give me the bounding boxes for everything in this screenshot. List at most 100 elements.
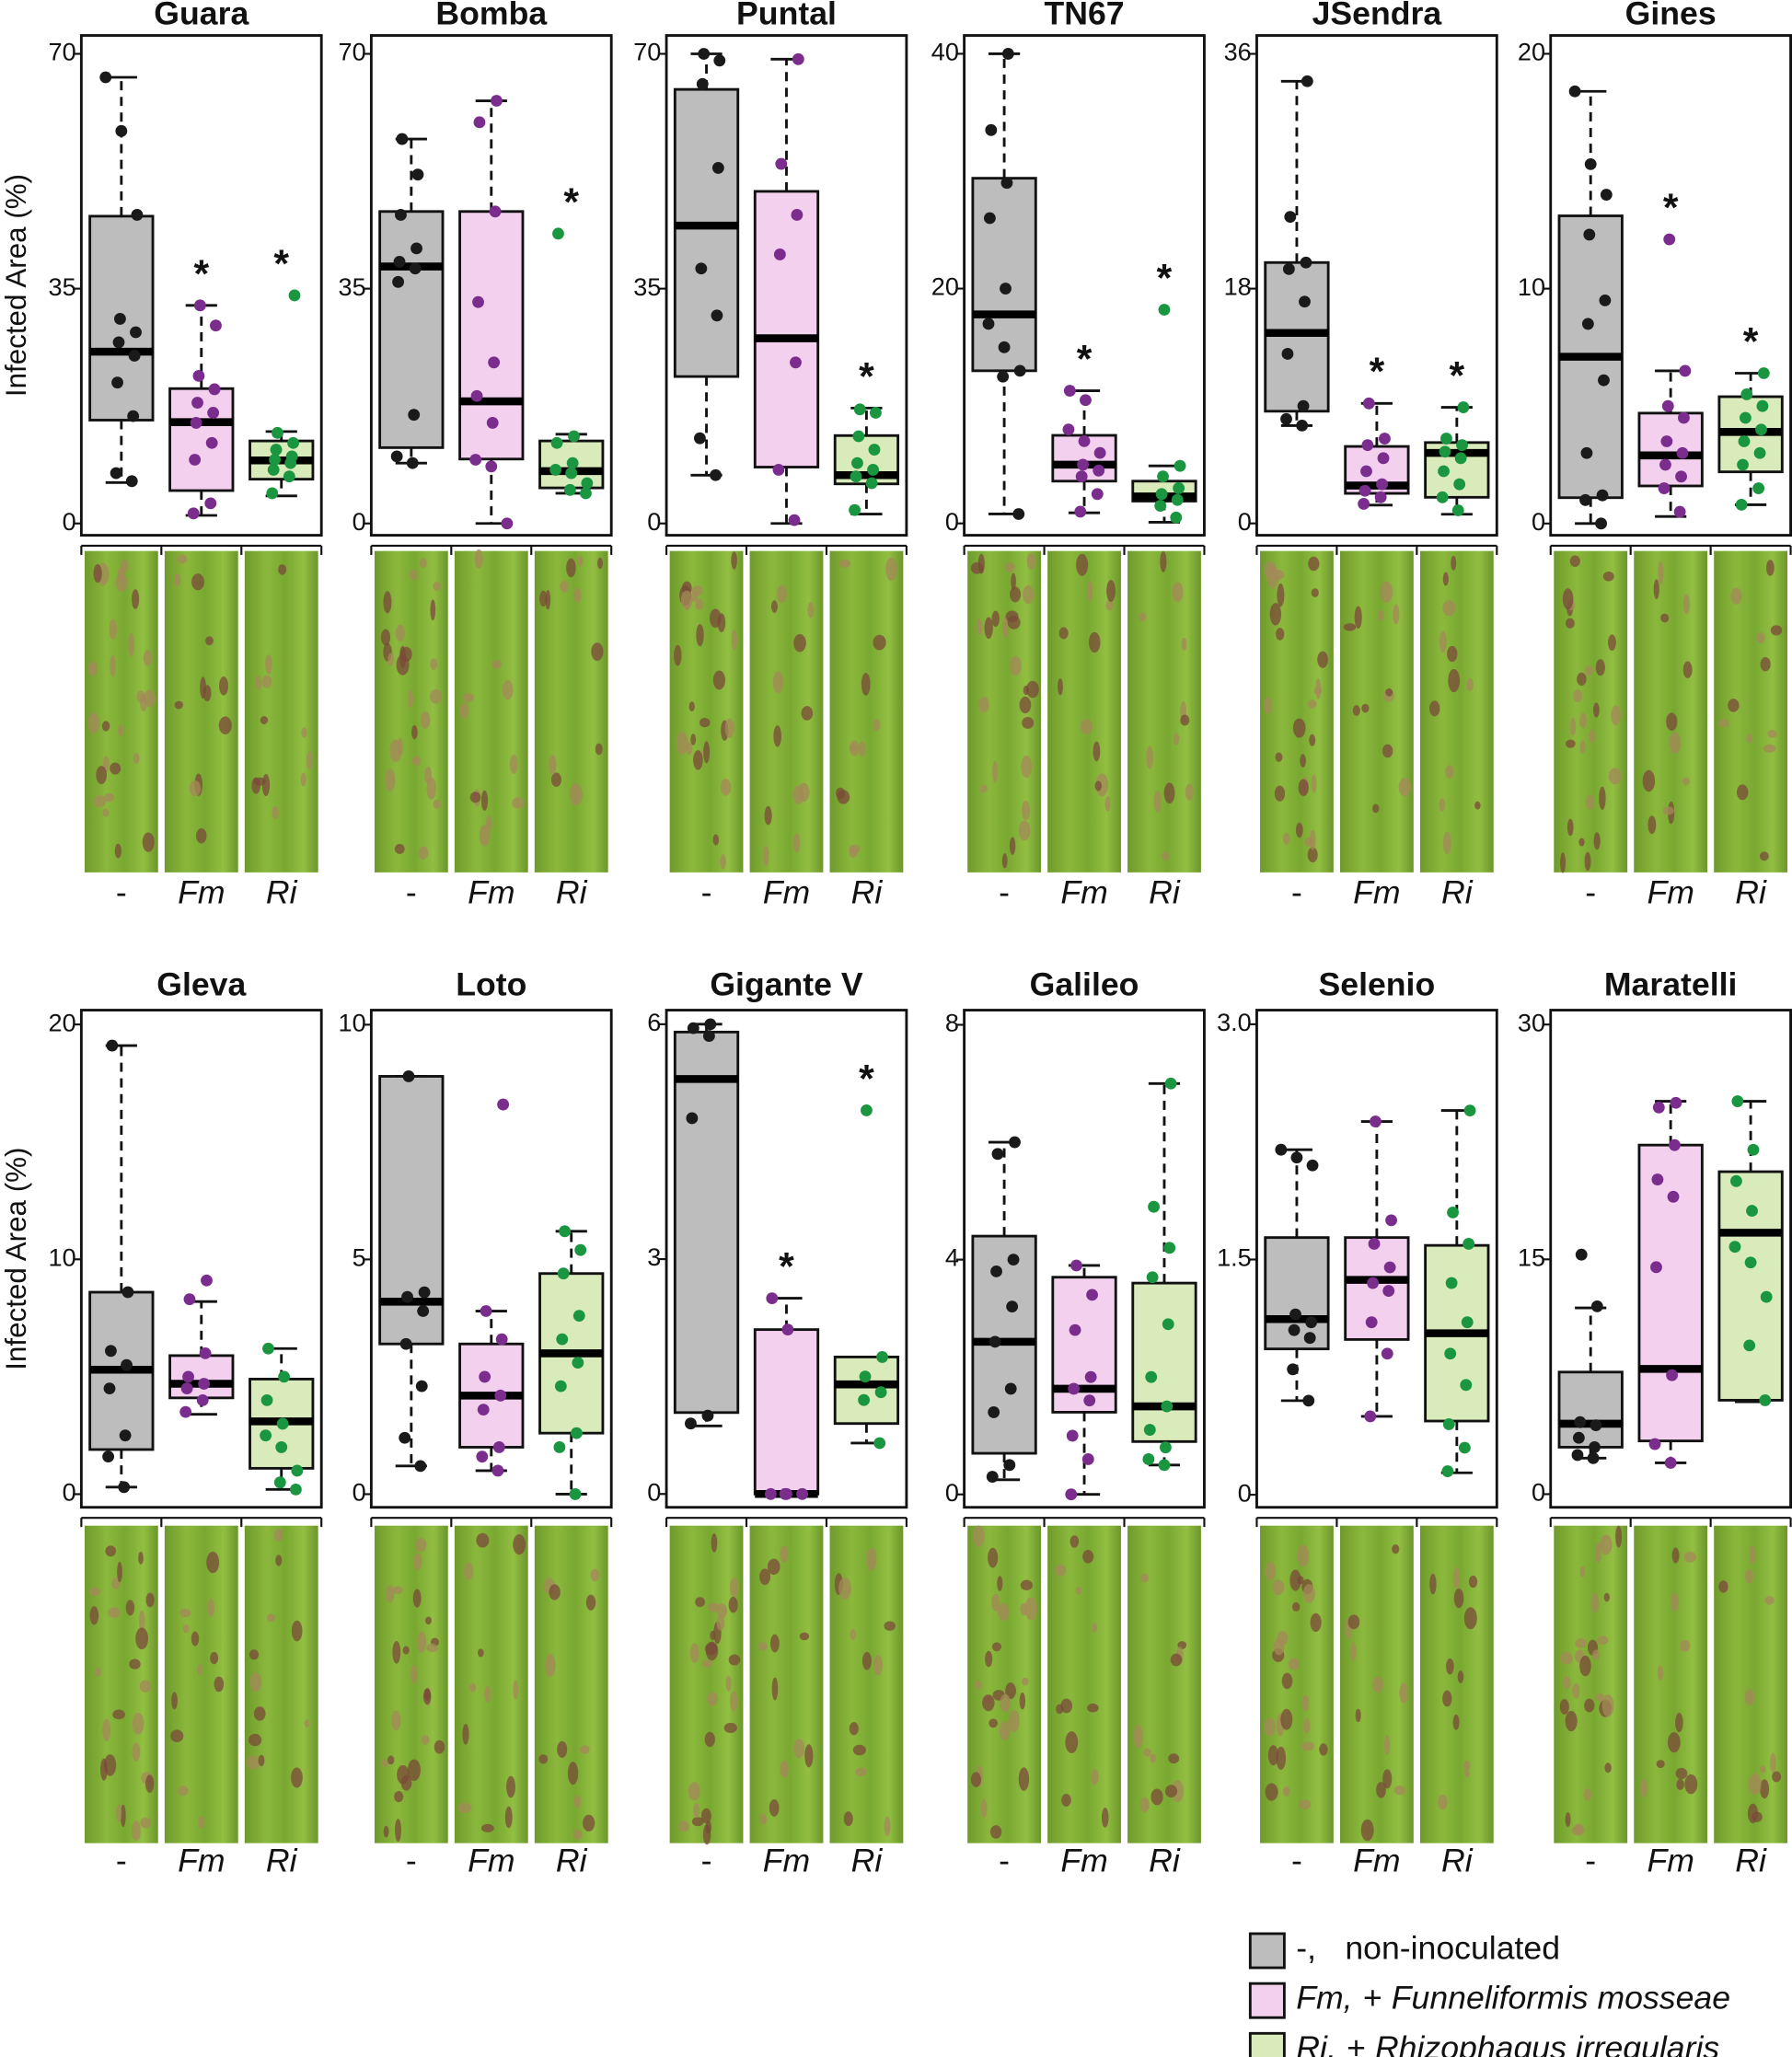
leaf-lesion: [686, 742, 693, 756]
leaf-lesion: [191, 573, 205, 591]
leaf-lesion: [1662, 806, 1674, 815]
data-point: [1382, 1285, 1395, 1297]
y-tick-label: 70: [633, 38, 661, 66]
leaf-lesion: [426, 777, 436, 800]
data-point: [190, 416, 202, 429]
data-point: [1753, 446, 1766, 459]
y-axis-label: Infected Area (%): [0, 174, 32, 397]
leaf-lesion: [861, 673, 871, 696]
data-point: [867, 464, 879, 476]
data-point: [1584, 157, 1597, 170]
data-point: [1368, 1238, 1381, 1250]
leaf-lesion: [1162, 850, 1170, 861]
data-point: [579, 487, 592, 500]
data-point: [1579, 493, 1591, 506]
data-point: [1288, 1323, 1301, 1336]
leaf-lesion: [142, 832, 155, 852]
leaf-lesion: [246, 1755, 260, 1770]
data-point: [1170, 511, 1183, 524]
data-point: [852, 430, 865, 443]
leaf-lesion: [411, 756, 422, 766]
leaf-lesion: [381, 629, 391, 646]
data-point: [1012, 508, 1025, 520]
legend-label: Ri, + Rhizophagus irregularis: [1296, 2029, 1719, 2057]
data-point: [550, 436, 563, 449]
y-tick-label: 6: [647, 1008, 661, 1036]
leaf-lesion: [1146, 745, 1154, 769]
plot-frame: [1255, 34, 1498, 537]
data-point: [287, 436, 299, 449]
leaf-photo: [669, 1525, 744, 1843]
legend-species: Funneliformis mosseae: [1392, 1980, 1730, 2017]
data-point: [1574, 1416, 1587, 1428]
leaf-lesion: [1579, 740, 1586, 754]
data-point: [791, 209, 804, 221]
leaf-lesion: [1076, 553, 1089, 576]
y-tick-label: 3: [647, 1242, 661, 1271]
leaf-lesion: [1574, 1823, 1584, 1834]
leaf-lesion: [1000, 1693, 1011, 1713]
plot-frame: [369, 34, 613, 537]
leaf-lesion: [723, 1722, 737, 1733]
leaf-lesion: [716, 1614, 725, 1631]
leaf-lesion: [1307, 699, 1317, 709]
leaf-lesion: [253, 1706, 266, 1721]
leaf-lesion: [1265, 1783, 1278, 1801]
box: [1557, 1370, 1624, 1449]
leaf-lesion: [1088, 631, 1101, 653]
data-point: [494, 1389, 507, 1402]
leaf-lesion: [392, 1586, 403, 1594]
data-point: [1461, 1316, 1474, 1329]
data-point: [1306, 1159, 1319, 1172]
leaf-lesion: [1653, 579, 1659, 600]
x-tick-label: Fm: [1647, 1842, 1694, 1878]
leaf-lesion: [1658, 561, 1664, 584]
leaf-lesion: [1009, 837, 1016, 855]
leaf-lesion: [1168, 1753, 1180, 1764]
leaf-lesion: [804, 1744, 814, 1768]
data-point: [1299, 295, 1311, 308]
x-tick-label: Fm: [1060, 1842, 1107, 1878]
leaf-lesion: [502, 679, 514, 700]
panel-title: Guara: [154, 0, 249, 32]
leaf-lesion: [1185, 783, 1194, 801]
leaf-lesion: [1452, 1714, 1460, 1730]
data-point: [1667, 1190, 1680, 1203]
leaf-lesion: [419, 558, 427, 569]
leaf-lesion: [1009, 655, 1023, 676]
leaf-lesion: [1562, 588, 1574, 610]
data-point: [1163, 1242, 1176, 1254]
leaf-lesion: [699, 718, 711, 728]
leaf-lesion: [572, 1829, 583, 1841]
leaf-photo: [829, 1525, 904, 1843]
data-point: [410, 242, 422, 255]
leaf-lesion: [1602, 571, 1614, 582]
leaf-lesion: [976, 618, 983, 635]
leaf-lesion: [457, 1802, 472, 1813]
leaf-lesion: [261, 773, 271, 797]
leaf-lesion: [105, 1545, 117, 1557]
x-tick-label: -: [1585, 874, 1596, 911]
leaf-lesion: [1082, 1550, 1094, 1564]
panel-title: Maratelli: [1604, 965, 1738, 1002]
leaf-lesion: [304, 1719, 310, 1728]
x-tick-label: -: [701, 874, 712, 911]
legend-key: Fm,: [1296, 1980, 1352, 2017]
data-point: [695, 262, 708, 275]
leaf-lesion: [189, 780, 202, 797]
leaf-lesion: [128, 632, 135, 657]
leaf-lesion: [1347, 1614, 1360, 1630]
leaf-lesion: [1764, 1596, 1775, 1605]
data-point: [411, 168, 424, 181]
leaf-lesion: [1772, 1771, 1782, 1783]
leaf-lesion: [1288, 1658, 1301, 1670]
data-point: [408, 409, 421, 422]
leaf-lesion: [703, 741, 711, 764]
leaf-lesion: [710, 608, 722, 629]
data-point: [1302, 1394, 1315, 1407]
x-tick-label: -: [701, 1842, 712, 1878]
data-point: [1362, 397, 1375, 410]
leaf-lesion: [397, 737, 404, 757]
data-point: [1436, 491, 1449, 503]
y-tick-label: 0: [647, 1477, 661, 1506]
